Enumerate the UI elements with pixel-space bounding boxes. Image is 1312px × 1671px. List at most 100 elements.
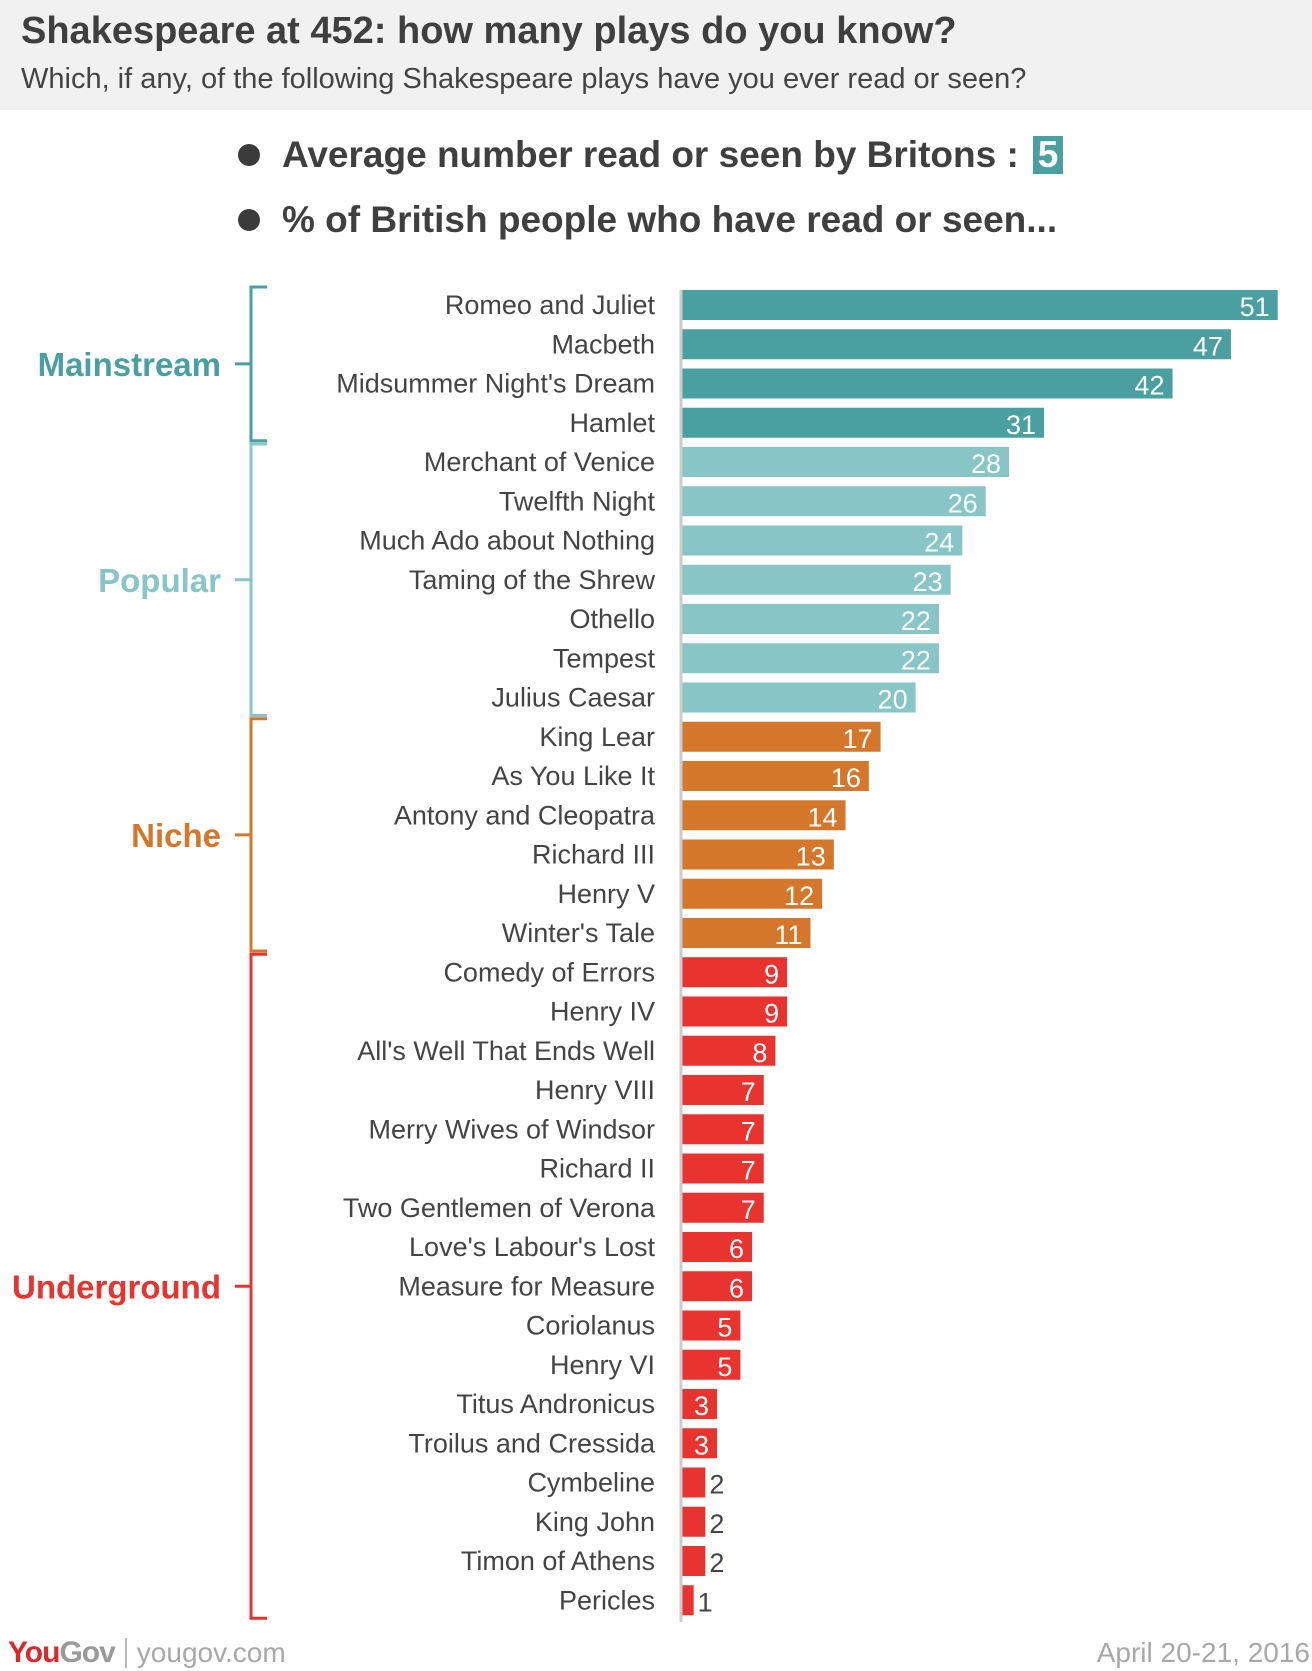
value-label: 24 [924, 528, 954, 558]
footer-url: yougov.com [136, 1637, 286, 1668]
average-summary: Average number read or seen by Britons :… [238, 132, 1064, 178]
value-label: 6 [729, 1273, 744, 1303]
value-label: 42 [1135, 371, 1165, 401]
bar [682, 878, 823, 909]
bar [682, 368, 1173, 399]
average-value-badge: 5 [1032, 136, 1064, 174]
bar [682, 996, 788, 1027]
group-label: Underground [12, 1268, 221, 1305]
category-label: Romeo and Juliet [445, 290, 656, 320]
category-label: King Lear [539, 722, 655, 752]
value-label: 1 [698, 1587, 713, 1617]
bar [682, 1271, 753, 1302]
percent-label: % of British people who have read or see… [282, 199, 1058, 240]
value-label: 16 [831, 763, 861, 793]
value-label: 3 [694, 1430, 709, 1460]
category-label: All's Well That Ends Well [357, 1036, 655, 1066]
group-bracket [249, 717, 267, 953]
bullet-dot-icon [238, 209, 260, 231]
bar [682, 800, 846, 831]
bar [682, 1546, 706, 1576]
bar [682, 525, 963, 556]
value-label: 7 [741, 1195, 756, 1225]
group-label: Mainstream [38, 346, 221, 383]
group-bracket [249, 442, 267, 717]
percent-summary: % of British people who have read or see… [238, 197, 1057, 243]
value-label: 14 [807, 802, 837, 832]
category-label: Othello [569, 604, 655, 634]
bar [682, 761, 869, 791]
category-label: Twelfth Night [499, 486, 656, 516]
bar [682, 407, 1045, 438]
value-label: 7 [741, 1116, 756, 1146]
category-label: Pericles [559, 1585, 655, 1615]
value-label: 22 [901, 645, 931, 675]
category-label: Julius Caesar [491, 683, 655, 713]
category-label: As You Like It [491, 761, 655, 791]
bar [682, 486, 986, 517]
bar [682, 1192, 764, 1223]
category-label: Winter's Tale [502, 918, 655, 948]
category-label: Merchant of Venice [424, 447, 655, 477]
category-labels: Romeo and Juliet Macbeth Midsummer Night's… [336, 290, 656, 1615]
bar [682, 1153, 764, 1184]
bar [682, 839, 834, 870]
category-label: Henry VIII [535, 1075, 655, 1105]
category-label: Coriolanus [526, 1311, 655, 1341]
category-label: Macbeth [551, 329, 655, 359]
bar [682, 1310, 741, 1341]
bar [682, 564, 951, 595]
bar [682, 1114, 764, 1145]
footer-divider [124, 1638, 127, 1668]
category-label: Hamlet [569, 408, 655, 438]
category-label: Measure for Measure [398, 1271, 655, 1301]
value-label: 47 [1193, 331, 1223, 361]
value-label: 51 [1240, 292, 1270, 322]
yougov-logo: YouGov [8, 1636, 116, 1669]
bar [682, 329, 1231, 360]
category-label: Henry VI [550, 1350, 655, 1380]
value-label: 31 [1006, 410, 1036, 440]
category-label: Tempest [553, 643, 656, 673]
value-label: 8 [752, 1038, 767, 1068]
bar [682, 1389, 718, 1419]
category-label: Richard III [532, 840, 655, 870]
category-label: Timon of Athens [461, 1546, 655, 1576]
group-label: Popular [98, 562, 221, 599]
value-label: 2 [709, 1509, 724, 1539]
category-label: Henry IV [550, 997, 655, 1027]
value-label: 20 [878, 685, 908, 715]
value-label: 6 [729, 1234, 744, 1264]
bar [682, 1428, 718, 1459]
group-bracket [249, 285, 267, 443]
bar [682, 1467, 706, 1498]
bar [682, 721, 881, 752]
average-label: Average number read or seen by Britons : [282, 134, 1019, 175]
group-label: Niche [131, 817, 221, 854]
bar [682, 290, 1278, 320]
category-label: Love's Labour's Lost [409, 1232, 655, 1262]
category-label: Richard II [539, 1154, 655, 1184]
footer-brand: YouGov yougov.com [8, 1635, 286, 1671]
value-label: 3 [694, 1391, 709, 1421]
bar [682, 1349, 741, 1380]
value-label: 5 [717, 1313, 732, 1343]
category-label: Titus Andronicus [456, 1389, 655, 1419]
bar [682, 1585, 694, 1616]
category-label: Henry V [557, 879, 655, 909]
value-label: 2 [709, 1548, 724, 1578]
bar [682, 918, 811, 948]
footer-date: April 20-21, 2016 [1096, 1637, 1310, 1668]
value-label: 9 [764, 959, 779, 989]
value-label: 5 [717, 1352, 732, 1382]
bar [682, 1232, 753, 1262]
value-labels: 5147423128262423222220171614131211998777… [694, 292, 1270, 1617]
category-label: Midsummer Night's Dream [336, 369, 655, 399]
bar [682, 643, 939, 674]
bar [682, 682, 916, 713]
value-label: 13 [796, 842, 826, 872]
value-label: 11 [774, 920, 802, 950]
category-label: Antony and Cleopatra [394, 800, 656, 830]
bar [682, 1075, 764, 1105]
value-label: 23 [913, 567, 943, 597]
